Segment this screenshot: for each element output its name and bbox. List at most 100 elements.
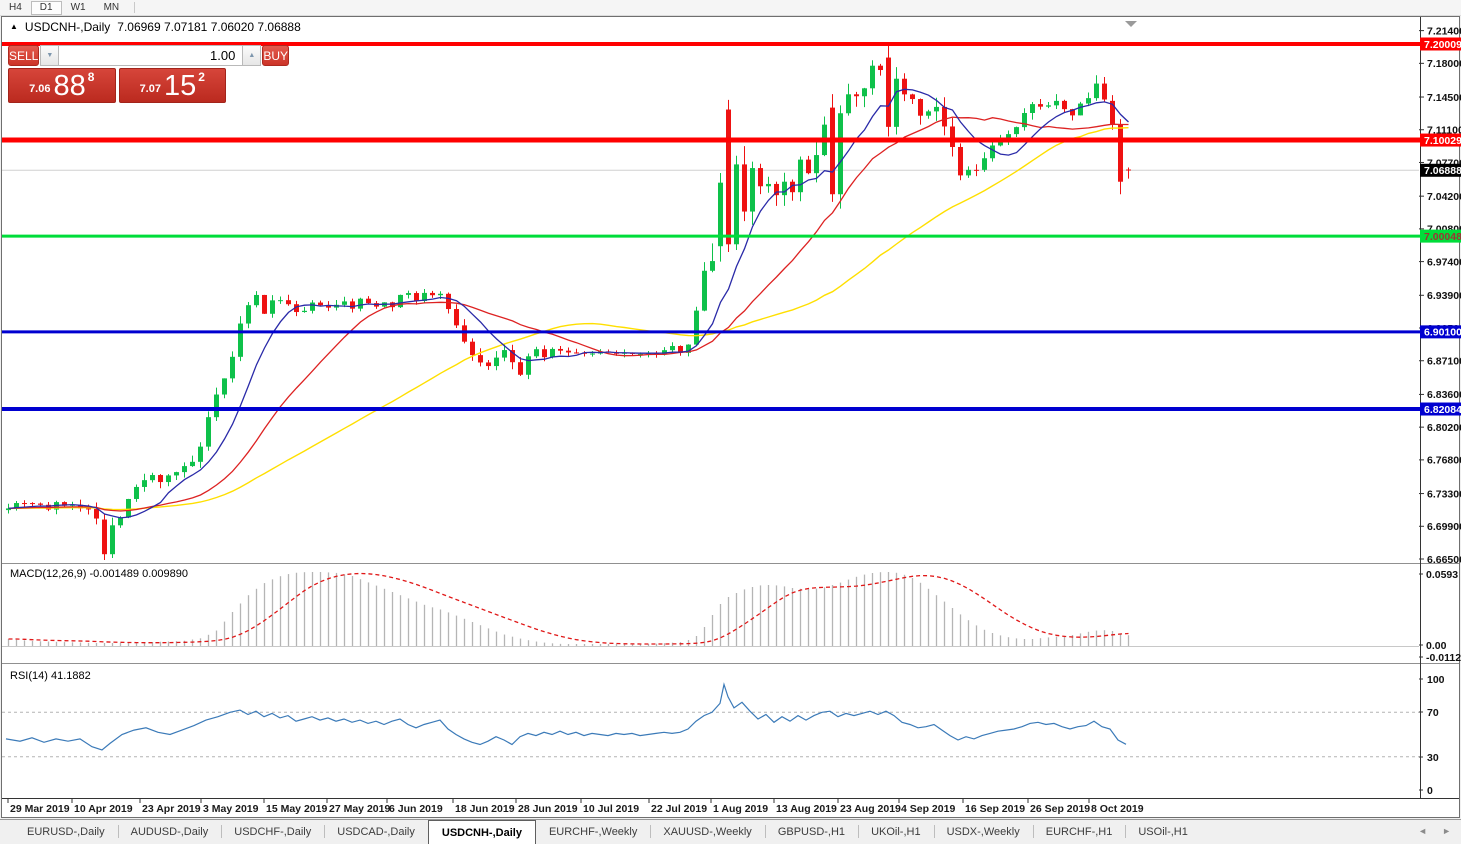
buy-button[interactable]: BUY — [262, 45, 290, 66]
panel-chrome — [2, 17, 1459, 799]
macd-axis: 0.0593 0.00-0.011289 — [1419, 569, 1461, 664]
line-price-badge-6.90100 — [1420, 325, 1461, 339]
svg-text:29 Mar 2019: 29 Mar 2019 — [10, 803, 70, 815]
svg-text:3 May 2019: 3 May 2019 — [203, 803, 259, 815]
chart-tab-usdx-weekly[interactable]: USDX-,Weekly — [933, 820, 1033, 844]
svg-text:6.83600: 6.83600 — [1427, 389, 1461, 401]
price-axis: 7.214007.180007.145007.111007.077007.042… — [1419, 25, 1461, 566]
time-axis: 29 Mar 2019 10 Apr 2019 23 Apr 2019 3 May 2… — [7, 799, 1144, 815]
volume-input[interactable] — [59, 45, 243, 66]
chart-tab-eurusd-daily[interactable]: EURUSD-,Daily — [27, 826, 105, 838]
spinner-up-icon: ▲ — [248, 52, 256, 59]
svg-text:100: 100 — [1427, 674, 1445, 686]
svg-text:4 Sep 2019: 4 Sep 2019 — [901, 803, 955, 815]
svg-text:6.93900: 6.93900 — [1427, 290, 1461, 302]
svg-text:23 Aug 2019: 23 Aug 2019 — [840, 803, 901, 815]
buy-price-sup: 2 — [198, 70, 205, 84]
svg-text:10 Jul 2019: 10 Jul 2019 — [583, 803, 639, 815]
ohlc-values: 7.06969 7.07181 7.06020 7.06888 — [117, 20, 301, 34]
svg-text:6.69900: 6.69900 — [1427, 521, 1461, 533]
svg-text:16 Sep 2019: 16 Sep 2019 — [965, 803, 1025, 815]
volume-decrease-button[interactable]: ▼ — [40, 45, 60, 66]
svg-text:70: 70 — [1427, 707, 1439, 719]
timeframe-button-h4[interactable]: H4 — [9, 1, 22, 13]
svg-text:10 Apr 2019: 10 Apr 2019 — [74, 803, 133, 815]
svg-text:26 Sep 2019: 26 Sep 2019 — [1030, 803, 1090, 815]
svg-text:7.06888: 7.06888 — [1424, 165, 1461, 177]
chart-tab-usdcnh-daily[interactable]: USDCNH-,Daily — [427, 820, 536, 844]
chart-tab-eurchf-weekly[interactable]: EURCHF-,Weekly — [548, 826, 638, 838]
moving-averages — [8, 88, 1129, 519]
buy-price-big: 15 — [163, 70, 197, 102]
svg-text:7.21400: 7.21400 — [1427, 25, 1461, 37]
svg-text:13 Aug 2019: 13 Aug 2019 — [776, 803, 837, 815]
collapse-trade-panel-icon[interactable]: ▲ — [10, 22, 18, 31]
svg-text:7.11100: 7.11100 — [1427, 125, 1461, 137]
svg-text:23 Apr 2019: 23 Apr 2019 — [142, 803, 201, 815]
price-badges: 7.20009 7.10029 7.00048 6.90100 6.82084 7.068… — [1420, 37, 1461, 416]
buy-price-prefix: 7.07 — [139, 83, 161, 95]
horizontal-line-objects — [2, 42, 1420, 412]
sell-price-box[interactable]: 7.06 88 8 — [8, 68, 116, 103]
svg-text:0.00: 0.00 — [1426, 640, 1447, 652]
chart-tab-xauusd-weekly[interactable]: XAUUSD-,Weekly — [650, 820, 764, 844]
svg-text:0: 0 — [1427, 785, 1433, 797]
ma-fast-line — [8, 88, 1129, 519]
chart-tab-audusd-daily[interactable]: AUDUSD-,Daily — [117, 820, 222, 844]
svg-text:7.18000: 7.18000 — [1427, 58, 1461, 70]
volume-increase-button[interactable]: ▲ — [242, 45, 262, 66]
symbol-tab-bar: EURUSD-,Daily AUDUSD-,Daily USDCHF-,Daily U… — [0, 819, 1461, 844]
svg-text:7.10029: 7.10029 — [1424, 135, 1461, 147]
timeframe-button-w1[interactable]: W1 — [70, 1, 86, 13]
svg-text:7.00048: 7.00048 — [1424, 231, 1461, 243]
svg-text:6.97400: 6.97400 — [1427, 256, 1461, 268]
chart-ohlc-title: ▲ USDCNH-,Daily 7.06969 7.07181 7.06020 … — [10, 20, 301, 34]
sell-price-sup: 8 — [87, 70, 95, 84]
svg-text:7.14500: 7.14500 — [1427, 92, 1461, 104]
timeframe-button-mn[interactable]: MN — [103, 1, 120, 13]
timeframe-button-d1[interactable]: D1 — [30, 0, 62, 15]
buy-price-box[interactable]: 7.07 15 2 — [118, 68, 226, 103]
sell-button[interactable]: SELL — [8, 45, 40, 66]
chart-tab-usdcad-daily[interactable]: USDCAD-,Daily — [324, 820, 428, 844]
svg-text:6 Jun 2019: 6 Jun 2019 — [389, 803, 443, 815]
rsi-line — [5, 682, 1127, 751]
rsi-panel-title: RSI(14) 41.1882 — [10, 670, 91, 682]
tab-scroll-right-icon[interactable]: ► — [1442, 826, 1451, 836]
svg-text:6.73300: 6.73300 — [1427, 488, 1461, 500]
svg-text:6.76800: 6.76800 — [1427, 455, 1461, 467]
symbol-period-label: USDCNH-,Daily — [24, 20, 111, 34]
macd-signal-line — [8, 572, 1129, 645]
chart-shift-marker-icon[interactable] — [1125, 21, 1137, 27]
svg-text:1 Aug 2019: 1 Aug 2019 — [713, 803, 768, 815]
svg-text:6.82084: 6.82084 — [1424, 404, 1461, 416]
svg-text:0.0593: 0.0593 — [1426, 569, 1458, 581]
chart-tab-ukoil-h1[interactable]: UKOil-,H1 — [858, 820, 934, 844]
volume-control: ▼ ▲ — [40, 45, 262, 66]
chart-tab-eurchf-h1[interactable]: EURCHF-,H1 — [1032, 820, 1126, 844]
svg-text:6.87100: 6.87100 — [1427, 356, 1461, 368]
svg-text:6.80200: 6.80200 — [1427, 422, 1461, 434]
svg-text:7.20009: 7.20009 — [1424, 39, 1461, 51]
sell-price-big: 88 — [53, 70, 86, 102]
ma-mid-line — [8, 116, 1129, 512]
macd-panel-title: MACD(12,26,9) -0.001489 0.009890 — [10, 568, 188, 580]
chart-tab-usdchf-daily[interactable]: USDCHF-,Daily — [221, 820, 324, 844]
svg-text:30: 30 — [1427, 752, 1439, 764]
line-price-badge-7.00048 — [1420, 229, 1461, 243]
timeframe-toolbar: H4 D1 W1 MN — [0, 0, 1461, 16]
chart-tab-usoil-h1[interactable]: USOil-,H1 — [1125, 820, 1201, 844]
tab-scroll-left-icon[interactable]: ◄ — [1418, 826, 1428, 836]
svg-text:8 Oct 2019: 8 Oct 2019 — [1091, 803, 1144, 815]
svg-text:-0.011289: -0.011289 — [1426, 652, 1461, 664]
svg-text:22 Jul 2019: 22 Jul 2019 — [651, 803, 707, 815]
line-price-badge-7.10029 — [1420, 133, 1461, 147]
toolbar-separator — [134, 2, 136, 13]
rsi-panel — [2, 682, 1419, 758]
chart-tab-gbpusd-h1[interactable]: GBPUSD-,H1 — [764, 820, 858, 844]
svg-text:18 Jun 2019: 18 Jun 2019 — [455, 803, 515, 815]
svg-text:28 Jun 2019: 28 Jun 2019 — [518, 803, 578, 815]
